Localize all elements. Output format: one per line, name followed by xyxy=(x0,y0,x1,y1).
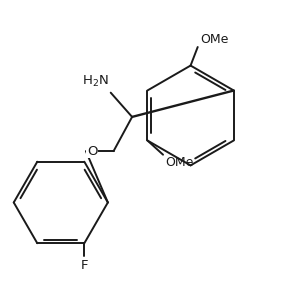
Text: H$_2$N: H$_2$N xyxy=(82,74,108,89)
Text: OMe: OMe xyxy=(165,156,194,169)
Text: F: F xyxy=(80,259,88,272)
Text: O: O xyxy=(87,145,97,158)
Text: OMe: OMe xyxy=(200,33,228,46)
